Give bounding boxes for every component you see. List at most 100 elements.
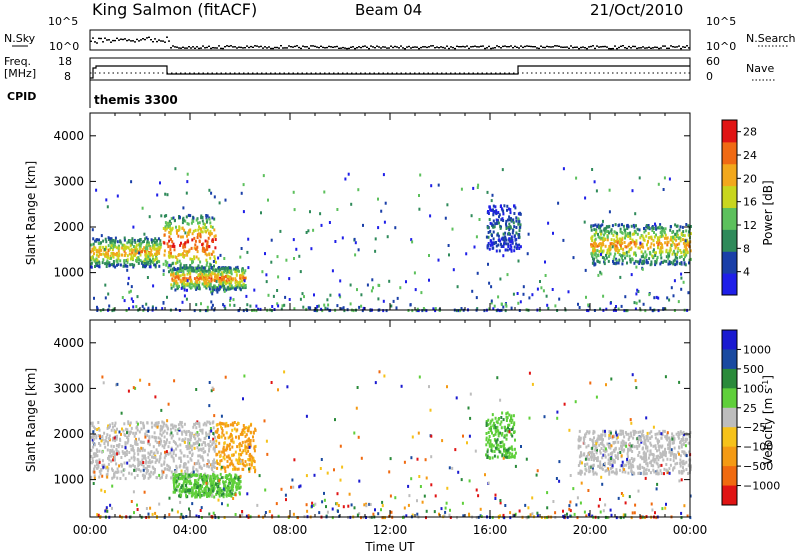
velocity-cell: [218, 436, 221, 439]
velocity-cell: [187, 475, 190, 479]
power-cell: [116, 252, 118, 256]
power-cell: [687, 291, 690, 295]
nsky-tick-low: 10^0: [49, 40, 79, 53]
velocity-cell: [185, 486, 188, 490]
power-cell: [612, 261, 615, 265]
velocity-cell: [165, 474, 168, 478]
velocity-cell: [228, 442, 231, 446]
velocity-cell: [592, 472, 595, 476]
power-cell: [674, 232, 677, 236]
power-cell: [270, 309, 273, 313]
power-cell: [688, 230, 690, 234]
noise-sample: [448, 47, 450, 50]
velocity-cell: [206, 495, 209, 498]
power-cell: [223, 304, 226, 308]
velocity-cell: [625, 463, 627, 467]
power-cell: [606, 249, 609, 252]
noise-sample: [164, 41, 166, 43]
power-cell: [459, 309, 461, 313]
power-cell: [472, 186, 475, 190]
velocity-cell: [679, 458, 682, 462]
velocity-cell: [591, 464, 594, 468]
power-cell: [485, 235, 488, 239]
power-cell: [506, 208, 508, 212]
power-cell: [189, 275, 192, 279]
power-cell: [492, 210, 495, 214]
noise-sample: [618, 46, 620, 49]
power-cell: [132, 300, 135, 303]
power-cell: [211, 238, 214, 242]
velocity-cell: [231, 492, 234, 496]
power-cell: [242, 183, 245, 187]
velocity-cell: [189, 444, 192, 448]
velocity-cell: [658, 439, 661, 443]
power-cell: [159, 181, 161, 185]
power-cell: [203, 250, 206, 253]
power-cell: [508, 237, 511, 241]
power-cell: [470, 214, 473, 218]
power-cell: [626, 226, 629, 230]
noise-sample: [594, 47, 596, 50]
power-cell: [208, 280, 210, 284]
power-cell: [302, 305, 305, 309]
velocity-cell: [619, 451, 622, 454]
power-cell: [598, 236, 601, 240]
velocity-cell: [187, 441, 189, 445]
power-cell: [633, 241, 636, 244]
velocity-cell: [625, 432, 628, 436]
power-cell: [123, 246, 126, 250]
power-cell: [353, 237, 356, 241]
noise-sample: [360, 46, 362, 49]
power-cell: [124, 264, 127, 268]
velocity-cell: [106, 465, 109, 469]
velocity-cell: [222, 455, 225, 459]
velocity-cell: [682, 469, 685, 473]
velocity-cell: [184, 480, 187, 484]
velocity-cell: [610, 470, 613, 474]
noise-sample: [214, 47, 216, 49]
power-cell: [146, 240, 149, 243]
power-cell: [165, 227, 168, 231]
power-cell: [684, 251, 687, 255]
velocity-cell: [232, 440, 235, 444]
noise-sample: [254, 45, 256, 47]
noise-sample: [440, 46, 442, 48]
velocity-cell: [201, 443, 204, 447]
power-cell: [619, 230, 622, 234]
velocity-cell: [243, 430, 246, 434]
power-cell: [98, 260, 100, 264]
velocity-cell: [505, 415, 508, 419]
power-cell: [299, 270, 302, 274]
power-cell: [185, 277, 188, 281]
velocity-cell: [208, 435, 210, 439]
power-cell: [672, 259, 675, 263]
velocity-cell: [678, 446, 681, 450]
power-cell: [667, 251, 669, 255]
power-cell: [593, 257, 595, 261]
power-cell: [195, 286, 198, 290]
power-cell: [593, 248, 596, 252]
power-cell: [547, 306, 550, 310]
velocity-cell: [600, 433, 603, 437]
noise-sample: [192, 46, 194, 48]
power-cell: [212, 260, 215, 263]
velocity-cell: [596, 456, 599, 460]
velocity-cell: [245, 451, 248, 455]
velocity-cell: [589, 437, 592, 441]
power-cell: [191, 258, 193, 261]
power-cell: [138, 251, 141, 255]
power-cell: [100, 241, 102, 245]
power-cell: [170, 263, 172, 267]
power-cell: [204, 239, 207, 243]
power-cell: [177, 277, 180, 281]
power-cell: [595, 255, 598, 259]
power-cell: [685, 245, 688, 249]
velocity-cell: [629, 431, 632, 435]
power-cell: [517, 222, 520, 226]
power-cell: [515, 216, 518, 220]
velocity-cell: [106, 426, 109, 430]
power-cell: [612, 260, 614, 263]
velocity-cell: [644, 472, 647, 476]
velocity-cell: [142, 421, 145, 425]
power-cell: [593, 228, 596, 232]
